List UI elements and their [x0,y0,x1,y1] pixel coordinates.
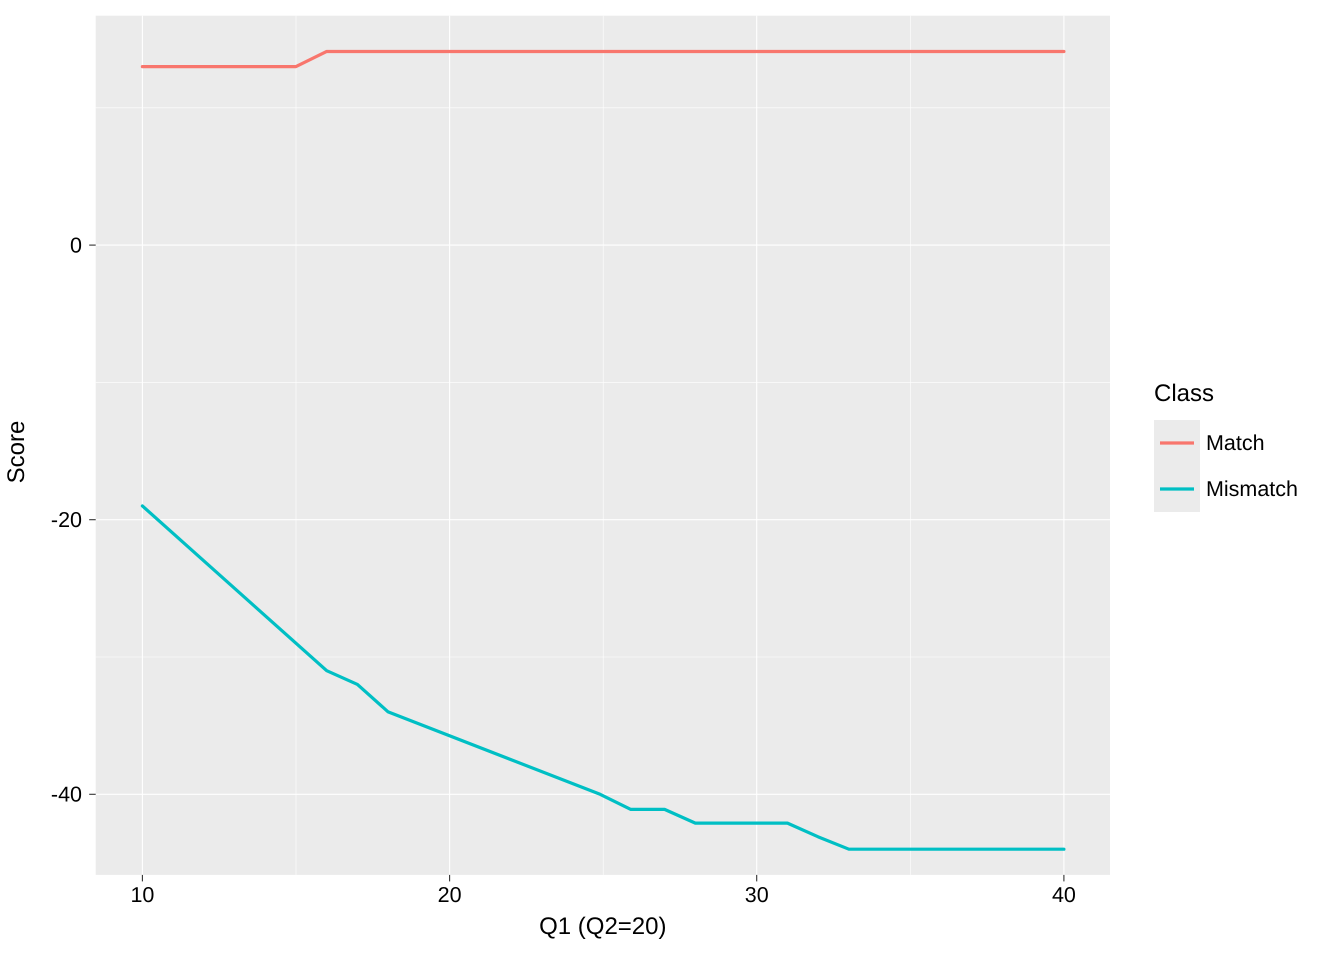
svg-text:20: 20 [438,883,462,907]
svg-text:0: 0 [70,234,82,258]
svg-text:30: 30 [745,883,769,907]
svg-text:40: 40 [1052,883,1076,907]
svg-text:-40: -40 [51,783,82,807]
svg-text:Match: Match [1206,431,1265,455]
svg-text:10: 10 [130,883,154,907]
svg-text:Score: Score [3,421,30,484]
svg-text:Mismatch: Mismatch [1206,477,1298,501]
svg-text:Class: Class [1154,380,1214,407]
svg-text:-20: -20 [51,508,82,532]
svg-text:Q1 (Q2=20): Q1 (Q2=20) [539,913,666,940]
